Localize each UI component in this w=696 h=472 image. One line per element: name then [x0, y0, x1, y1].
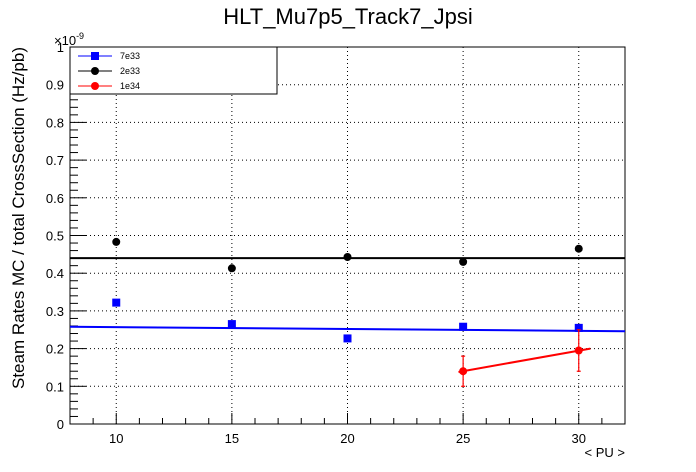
data-point: [574, 323, 583, 332]
data-point: [112, 298, 121, 307]
x-tick-label: 20: [340, 431, 354, 446]
legend-marker: [91, 52, 99, 60]
grid: [70, 47, 625, 424]
tick-labels: 10 15 20 25 30 0 0.1 0.2 0.3 0.4 0.5 0.6 0.7 0.8 0.9 1: [46, 40, 586, 446]
legend: 7e33 2e33 1e34: [69, 46, 278, 95]
x-tick-label: 30: [572, 431, 586, 446]
data-point: [459, 257, 468, 266]
legend-label: 2e33: [120, 66, 140, 76]
chart-title: HLT_Mu7p5_Track7_Jpsi: [223, 4, 472, 29]
y-multiplier: ×10-9: [54, 31, 84, 48]
data-point: [574, 346, 583, 355]
y-tick-label: 0.5: [46, 229, 64, 244]
y-tick-label: 0.9: [46, 78, 64, 93]
x-tick-label: 15: [225, 431, 239, 446]
fit-line: [458, 347, 591, 373]
legend-item-2e33: 2e33: [78, 66, 140, 76]
series-7e33: [69, 298, 626, 343]
y-tick-label: 0: [57, 417, 64, 432]
x-tick-label: 10: [109, 431, 123, 446]
legend-label: 7e33: [120, 51, 140, 61]
y-axis-label: Steam Rates MC / total CrossSection (Hz/…: [9, 47, 28, 389]
legend-marker: [91, 82, 99, 90]
series-2e33: [70, 237, 625, 273]
legend-label: 1e34: [120, 81, 140, 91]
y-tick-label: 0.1: [46, 379, 64, 394]
y-tick-label: 1: [57, 40, 64, 55]
series-layer: [69, 237, 626, 387]
y-tick-label: 0.8: [46, 115, 64, 130]
data-point: [112, 237, 121, 246]
y-tick-label: 0.4: [46, 266, 64, 281]
legend-marker: [91, 67, 99, 75]
y-tick-label: 0.3: [46, 304, 64, 319]
data-point: [459, 367, 468, 376]
data-point: [574, 244, 583, 253]
data-point: [343, 252, 352, 261]
legend-item-1e34: 1e34: [78, 81, 140, 91]
y-tick-label: 0.6: [46, 191, 64, 206]
data-point: [227, 264, 236, 273]
data-point: [343, 334, 352, 343]
data-point: [227, 320, 236, 329]
y-tick-label: 0.7: [46, 153, 64, 168]
legend-item-7e33: 7e33: [78, 51, 140, 61]
x-tick-label: 25: [456, 431, 470, 446]
data-point: [459, 322, 468, 331]
series-1e34: [458, 329, 591, 387]
fit-line: [69, 325, 626, 333]
y-tick-label: 0.2: [46, 342, 64, 357]
x-axis-label: < PU >: [585, 445, 625, 460]
